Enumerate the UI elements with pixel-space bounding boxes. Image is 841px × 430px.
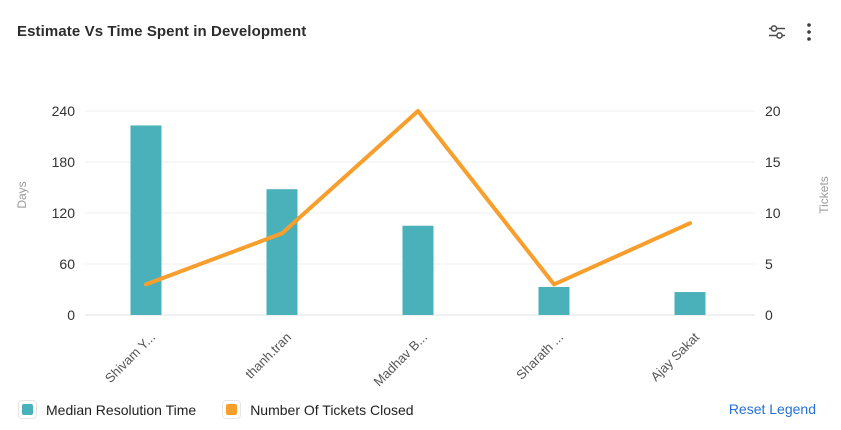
right-axis-tick-label: 10 xyxy=(765,205,781,221)
right-axis-tick-label: 15 xyxy=(765,154,781,170)
line-number-of-tickets-closed[interactable] xyxy=(144,109,692,287)
left-axis-tick-label: 60 xyxy=(59,256,75,272)
x-axis-label: Shivam Y... xyxy=(102,330,158,386)
left-axis-tick-label: 0 xyxy=(67,307,75,323)
legend-item-number-of-tickets-closed[interactable]: Number Of Tickets Closed xyxy=(222,400,414,419)
right-axis-title: Tickets xyxy=(817,176,831,214)
bar-median-resolution-time[interactable] xyxy=(674,292,706,315)
line-series-swatch xyxy=(226,404,238,415)
bar-series-swatch xyxy=(22,404,33,415)
legend-marker xyxy=(222,400,242,419)
legend-item-median-resolution-time[interactable]: Median Resolution Time xyxy=(18,400,196,419)
bar-median-resolution-time[interactable] xyxy=(266,189,298,315)
legend-label: Median Resolution Time xyxy=(46,401,197,418)
chart-header-actions xyxy=(763,19,823,47)
bar-median-resolution-time[interactable] xyxy=(402,225,434,315)
more-options-button[interactable] xyxy=(795,19,823,47)
bar-median-resolution-time[interactable] xyxy=(538,286,570,315)
left-axis-tick-label: 240 xyxy=(52,103,76,119)
x-axis-label: thanh.tran xyxy=(242,330,294,382)
legend-label: Number Of Tickets Closed xyxy=(250,401,414,418)
chart-legend: Median Resolution Time Number Of Tickets… xyxy=(18,400,414,419)
sliders-icon xyxy=(767,22,787,45)
right-axis-tick-label: 20 xyxy=(765,103,781,119)
chart-title: Estimate Vs Time Spent in Development xyxy=(17,23,307,40)
right-axis-tick-label: 5 xyxy=(765,256,773,272)
right-axis-tick-label: 0 xyxy=(765,307,773,323)
left-axis-tick-label: 180 xyxy=(52,154,76,170)
x-axis-label: Sharath ... xyxy=(513,330,566,383)
x-axis-label: Ajay Sakat xyxy=(648,329,703,384)
bar-median-resolution-time[interactable] xyxy=(130,125,162,315)
reset-legend-link[interactable]: Reset Legend xyxy=(728,401,816,417)
left-axis-title: Days xyxy=(15,181,29,208)
filter-settings-button[interactable] xyxy=(763,19,791,47)
x-axis-label: Madhav B... xyxy=(370,330,430,390)
left-axis-tick-label: 120 xyxy=(52,205,76,221)
kebab-menu-icon xyxy=(799,21,819,46)
combo-chart: Days Tickets 0 0 60 5 120 10 180 15 240 20 Shivam … xyxy=(15,103,831,390)
legend-marker xyxy=(18,400,37,419)
